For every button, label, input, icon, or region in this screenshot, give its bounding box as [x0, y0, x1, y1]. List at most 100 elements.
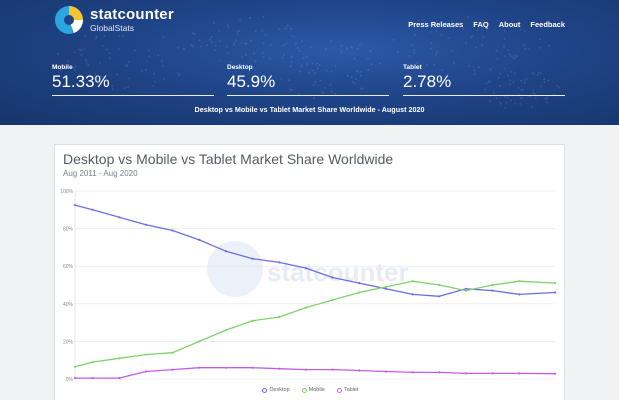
- data-point-mobile: [73, 365, 77, 368]
- map-dot: [544, 97, 547, 100]
- map-dot: [236, 33, 239, 36]
- map-dot: [305, 63, 308, 66]
- map-dot: [306, 55, 309, 58]
- map-dot: [212, 21, 215, 24]
- map-dot: [283, 53, 286, 56]
- map-dot: [118, 35, 121, 37]
- map-dot: [206, 44, 208, 47]
- stat-mobile-label: Mobile: [52, 64, 73, 71]
- map-dot: [507, 49, 509, 52]
- data-point-mobile: [171, 351, 174, 354]
- map-dot: [500, 102, 503, 105]
- map-dot: [214, 44, 217, 47]
- map-dot: [56, 66, 59, 69]
- legend-item-mobile[interactable]: Mobile: [301, 387, 325, 393]
- map-dot: [510, 70, 513, 73]
- map-dot: [238, 29, 241, 32]
- data-point-tablet: [491, 372, 494, 375]
- map-dot: [116, 73, 118, 76]
- statcounter-logo[interactable]: statcounter GlobalStats: [54, 5, 174, 35]
- map-dot: [378, 62, 381, 65]
- data-point-mobile: [553, 282, 557, 285]
- map-dot: [477, 66, 480, 69]
- map-dot: [157, 54, 160, 57]
- data-point-tablet: [73, 377, 77, 380]
- map-dot: [465, 41, 467, 44]
- map-dot: [108, 52, 111, 55]
- legend-item-desktop[interactable]: Desktop: [262, 387, 290, 393]
- map-dot: [519, 97, 522, 100]
- map-dot: [210, 41, 213, 44]
- watermark: statcounter: [207, 241, 409, 297]
- nav-feedback[interactable]: Feedback: [530, 20, 565, 29]
- map-dot: [318, 64, 321, 66]
- map-dot: [416, 61, 419, 64]
- map-dot: [429, 30, 432, 33]
- map-dot: [528, 95, 531, 98]
- map-dot: [558, 86, 561, 89]
- map-dot: [484, 88, 487, 91]
- map-dot: [461, 27, 464, 30]
- map-dot: [108, 57, 111, 60]
- data-point-tablet: [118, 377, 121, 380]
- map-dot: [360, 87, 363, 90]
- map-dot: [360, 88, 363, 90]
- map-dot: [543, 78, 546, 81]
- map-dot: [59, 69, 62, 72]
- map-dot: [232, 43, 235, 46]
- nav-about[interactable]: About: [498, 20, 521, 29]
- map-dot: [329, 83, 332, 86]
- map-dot: [498, 84, 501, 87]
- map-dot: [350, 76, 353, 79]
- map-dot: [233, 41, 236, 44]
- map-dot: [146, 60, 149, 63]
- map-dot: [313, 84, 315, 86]
- divider: [227, 94, 389, 96]
- map-dot: [105, 48, 108, 51]
- map-dot: [99, 61, 101, 64]
- map-dot: [290, 61, 293, 64]
- map-dot: [190, 44, 193, 47]
- map-dot: [74, 65, 77, 68]
- map-dot: [192, 45, 194, 48]
- legend-item-tablet[interactable]: Tablet: [336, 387, 359, 393]
- nav-faq[interactable]: FAQ: [473, 20, 489, 29]
- map-dot: [302, 57, 305, 60]
- map-dot: [492, 91, 495, 94]
- map-dot: [524, 30, 527, 33]
- map-dot: [496, 57, 499, 60]
- map-dot: [293, 35, 295, 38]
- map-dot: [254, 30, 257, 33]
- nav-press-releases[interactable]: Press Releases: [408, 20, 464, 29]
- map-dot: [495, 49, 498, 52]
- data-point-tablet: [278, 367, 281, 370]
- map-dot: [95, 35, 98, 38]
- watermark-text: statcounter: [267, 257, 409, 287]
- map-dot: [514, 102, 517, 105]
- market-share-chart[interactable]: statcounter 0% 20% 40% 60% 80% 100%: [55, 145, 566, 400]
- map-dot: [334, 64, 337, 67]
- map-dot: [128, 77, 131, 80]
- data-point-desktop: [464, 287, 467, 290]
- map-dot: [497, 76, 500, 79]
- map-dot: [451, 50, 454, 53]
- map-dot: [361, 87, 364, 90]
- map-dot: [314, 80, 317, 83]
- map-dot: [392, 38, 395, 41]
- hero-banner: statcounter GlobalStats Press Releases F…: [0, 0, 619, 125]
- map-dot: [506, 96, 509, 99]
- data-point-desktop: [411, 293, 414, 296]
- map-dot: [100, 75, 103, 78]
- map-dot: [316, 62, 319, 65]
- map-dot: [538, 38, 541, 41]
- map-dot: [253, 52, 255, 55]
- map-dot: [548, 44, 551, 47]
- map-dot: [513, 54, 516, 57]
- map-dot: [73, 67, 76, 69]
- map-dot: [503, 37, 506, 40]
- map-dot: [520, 88, 523, 91]
- world-map-background: [56, 15, 561, 109]
- map-dot: [225, 45, 228, 48]
- map-dot: [160, 59, 163, 62]
- map-dot: [244, 42, 247, 45]
